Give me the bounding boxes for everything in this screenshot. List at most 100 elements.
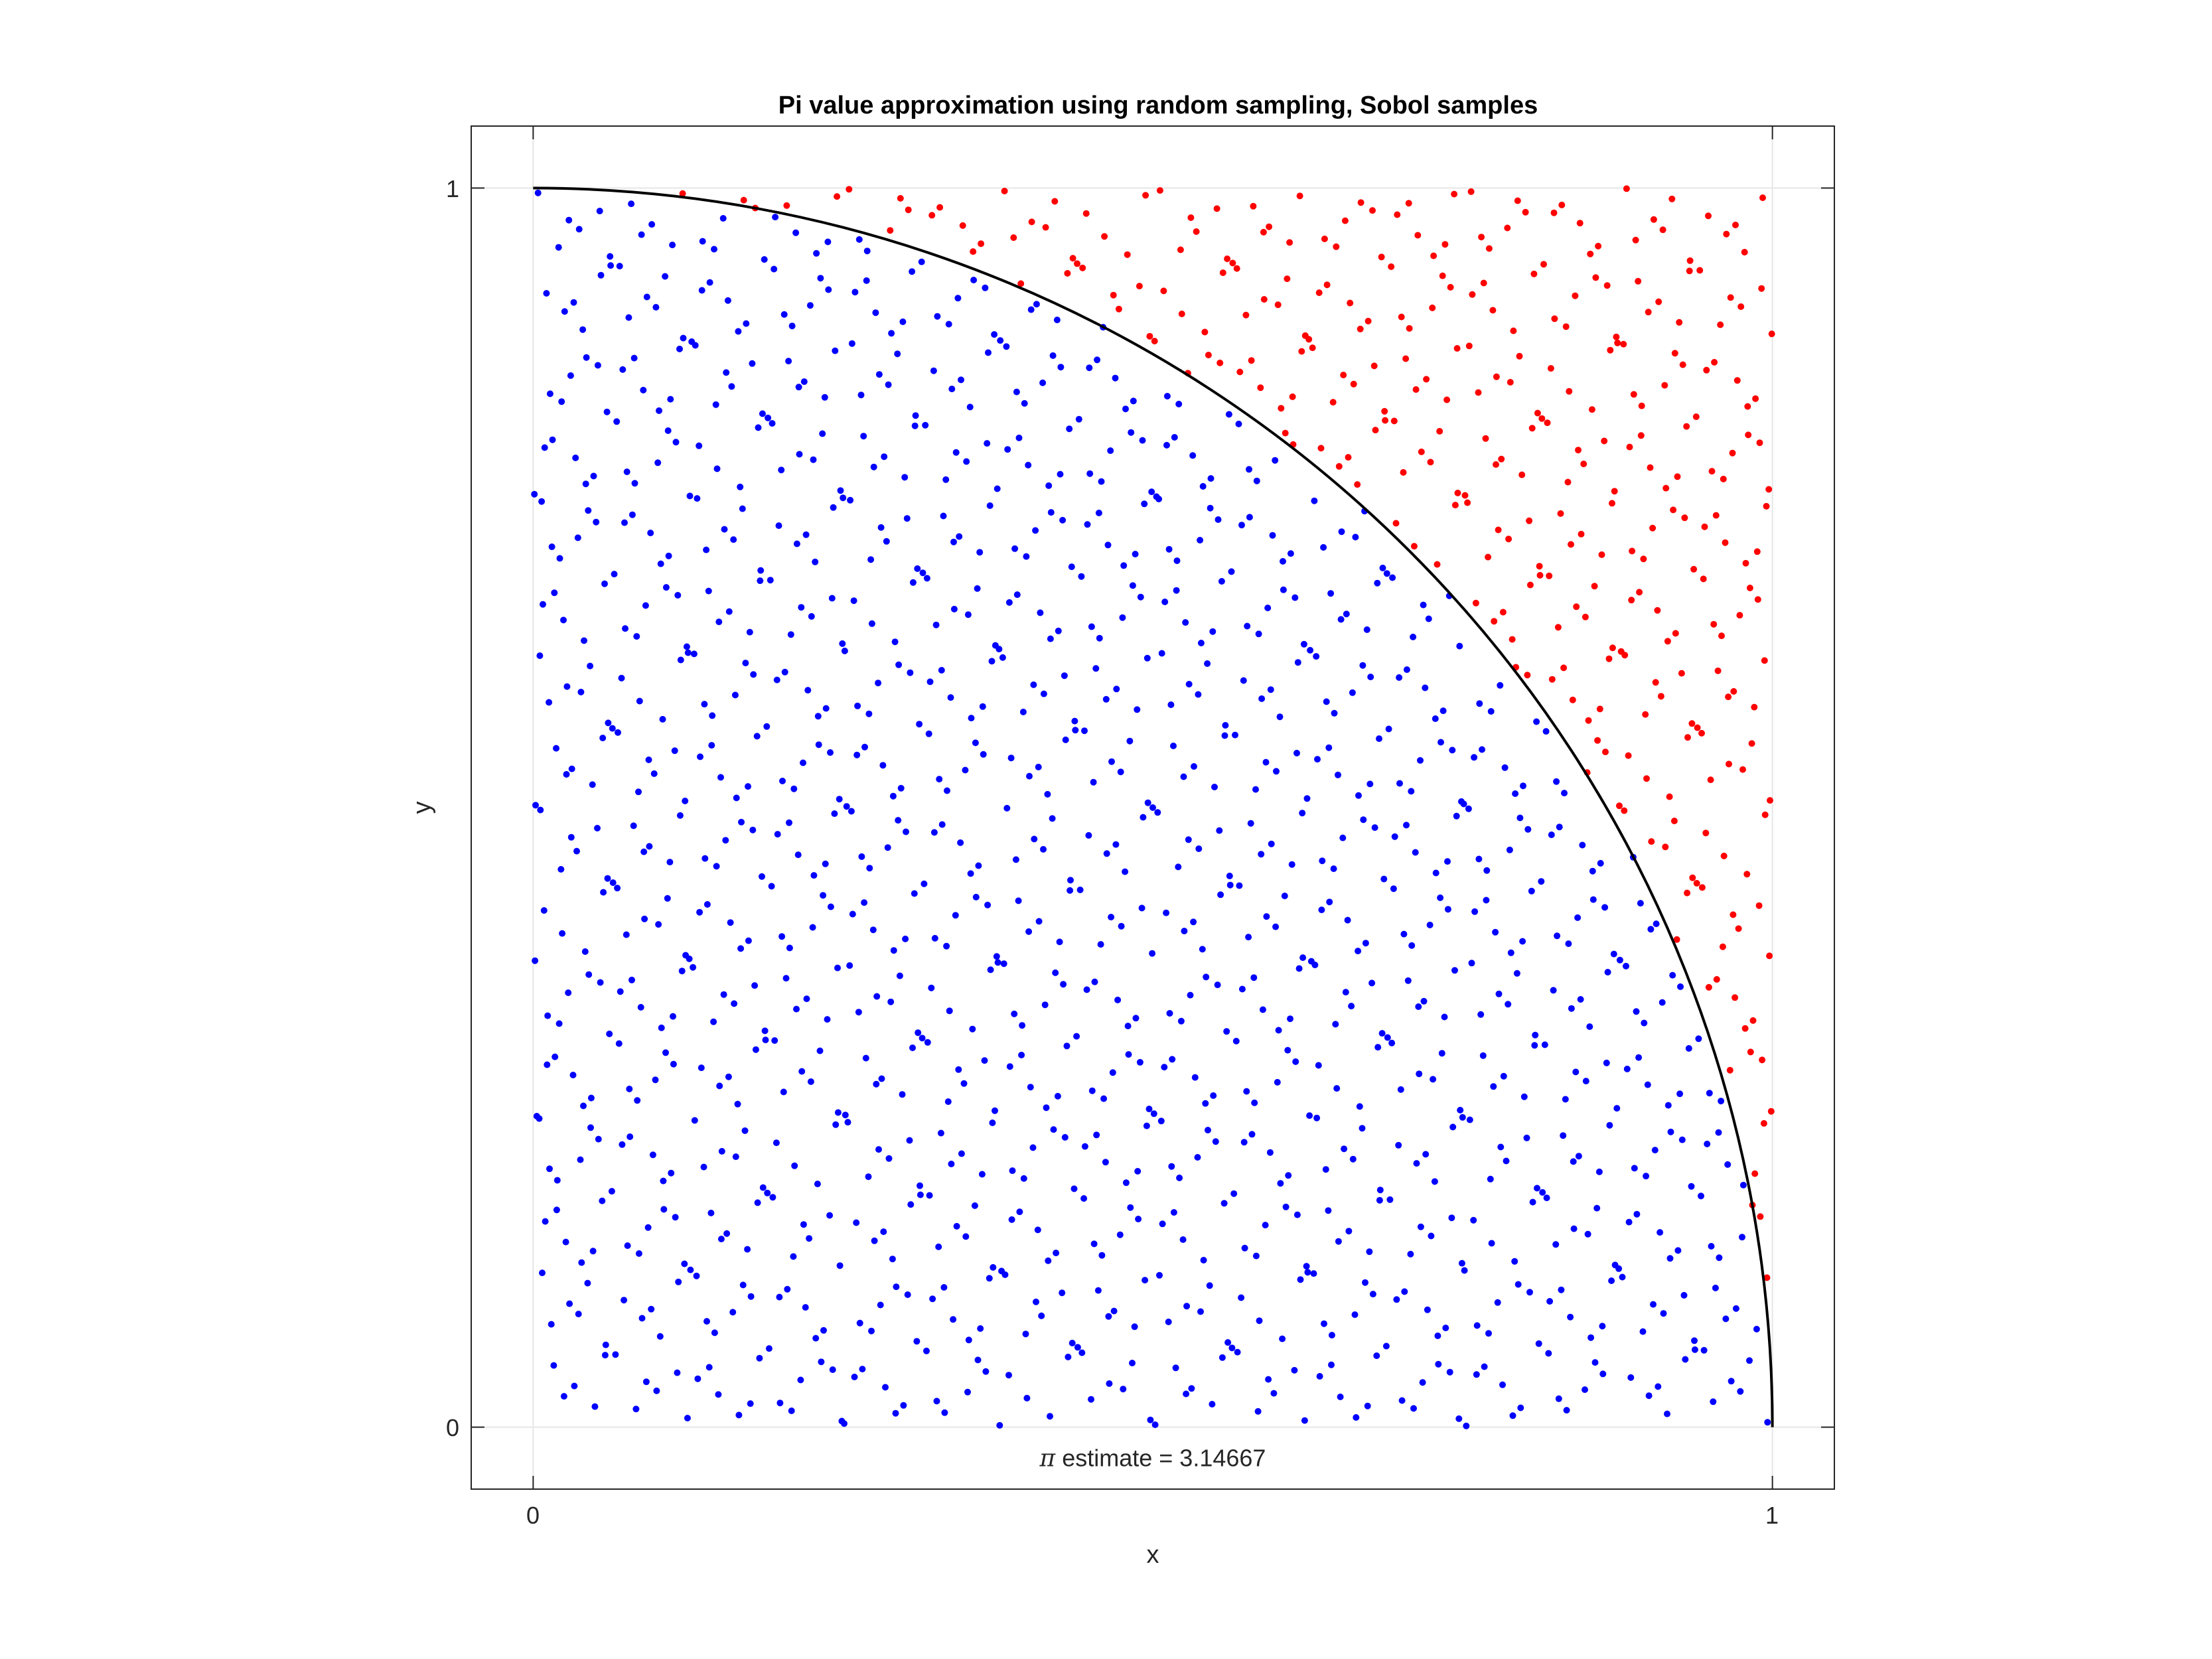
point-inside	[1422, 684, 1429, 691]
point-inside	[548, 543, 555, 550]
point-outside	[1595, 242, 1602, 250]
point-inside	[1112, 841, 1120, 848]
point-outside	[1714, 667, 1722, 674]
point-inside	[1088, 623, 1095, 630]
point-outside	[1725, 693, 1732, 701]
point-inside	[1023, 1394, 1031, 1402]
point-inside	[911, 890, 918, 897]
point-outside	[1752, 395, 1759, 402]
point-inside	[1374, 1044, 1382, 1051]
point-inside	[1108, 758, 1115, 765]
point-inside	[571, 1382, 578, 1390]
point-outside	[1746, 585, 1753, 591]
point-inside	[589, 1248, 597, 1255]
point-inside	[1163, 909, 1170, 916]
point-inside	[1206, 1282, 1213, 1289]
point-outside	[1585, 717, 1592, 724]
point-inside	[666, 859, 674, 866]
point-outside	[1763, 1274, 1771, 1281]
point-outside	[1489, 307, 1497, 314]
point-inside	[548, 1321, 555, 1328]
point-inside	[1067, 887, 1074, 894]
point-inside	[1226, 881, 1234, 889]
point-inside	[1676, 1090, 1684, 1098]
point-inside	[987, 966, 994, 974]
point-inside	[1119, 614, 1126, 621]
point-outside	[1160, 287, 1167, 295]
point-outside	[1736, 612, 1743, 619]
point-outside	[1625, 752, 1632, 759]
point-inside	[1005, 1372, 1012, 1379]
point-inside	[1191, 1074, 1199, 1081]
point-inside	[914, 565, 921, 572]
point-inside	[1345, 1228, 1353, 1235]
point-inside	[1446, 1368, 1453, 1376]
point-inside	[889, 792, 897, 800]
point-inside	[1276, 713, 1284, 721]
point-outside	[1451, 502, 1459, 509]
point-inside	[750, 671, 757, 678]
point-inside	[1362, 940, 1369, 947]
point-outside	[1480, 279, 1487, 287]
point-outside	[1607, 346, 1614, 354]
point-outside	[1684, 889, 1691, 897]
point-inside	[707, 1209, 715, 1216]
point-outside	[1434, 561, 1441, 568]
point-inside	[1088, 1396, 1094, 1403]
point-outside	[1598, 551, 1605, 558]
point-outside	[1560, 664, 1568, 672]
point-inside	[813, 250, 820, 257]
point-inside	[560, 1393, 567, 1400]
point-inside	[1075, 415, 1082, 423]
point-inside	[1586, 1023, 1593, 1031]
point-inside	[1218, 578, 1225, 585]
point-inside	[754, 1199, 761, 1206]
point-inside	[635, 1250, 642, 1257]
point-inside	[964, 611, 972, 618]
point-inside	[558, 398, 565, 405]
point-inside	[1230, 1190, 1238, 1197]
point-inside	[814, 713, 822, 720]
point-inside	[806, 1235, 813, 1242]
point-outside	[1289, 393, 1296, 400]
point-inside	[1561, 790, 1568, 797]
point-inside	[1606, 1121, 1613, 1129]
point-inside	[940, 1284, 948, 1291]
point-inside	[1456, 642, 1463, 650]
point-outside	[1412, 386, 1420, 393]
pi-symbol: π	[1039, 1445, 1057, 1472]
point-inside	[981, 1057, 988, 1064]
point-outside	[1205, 352, 1212, 358]
point-inside	[1292, 1058, 1299, 1065]
point-inside	[1212, 1138, 1219, 1145]
point-inside	[1304, 1269, 1311, 1276]
point-inside	[1188, 1385, 1195, 1392]
point-inside	[761, 1027, 769, 1035]
point-inside	[1129, 582, 1136, 589]
point-inside	[1416, 1070, 1423, 1078]
point-outside	[1064, 269, 1071, 277]
point-inside	[1065, 1353, 1072, 1360]
point-outside	[1684, 734, 1691, 741]
point-inside	[1608, 1277, 1615, 1284]
point-inside	[1161, 599, 1169, 605]
point-inside	[977, 1325, 984, 1332]
point-inside	[553, 1177, 561, 1184]
point-inside	[1182, 619, 1189, 626]
point-inside	[1541, 1041, 1548, 1048]
point-inside	[1252, 786, 1259, 793]
point-outside	[1414, 232, 1422, 239]
point-inside	[1135, 1216, 1142, 1222]
point-inside	[1633, 1008, 1640, 1015]
point-inside	[1080, 1195, 1088, 1202]
point-inside	[1047, 1413, 1053, 1420]
point-inside	[1117, 768, 1124, 776]
point-inside	[1664, 1410, 1670, 1417]
point-inside	[1223, 1028, 1230, 1035]
point-inside	[1094, 1287, 1102, 1294]
point-inside	[625, 314, 632, 321]
point-outside	[783, 202, 790, 209]
point-inside	[1205, 1127, 1211, 1133]
point-inside	[792, 229, 800, 236]
point-inside	[854, 702, 861, 709]
